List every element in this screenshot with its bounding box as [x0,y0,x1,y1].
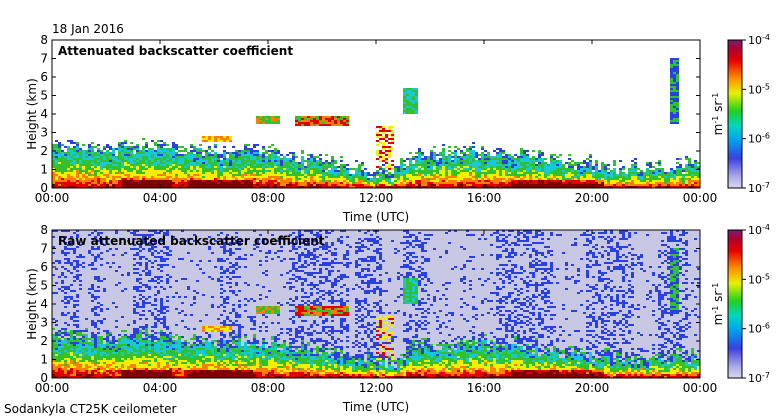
y-ticks-attenuated: 0 1 2 3 4 5 6 7 8 [40,33,700,195]
x-tick-label: 00:00 [35,191,70,205]
y-ticks-raw: 0 1 2 3 4 5 6 7 8 [40,223,700,385]
y-tick-label: 7 [40,52,48,66]
heatmap-cells-raw [52,230,700,378]
y-tick-label: 8 [40,33,48,47]
x-tick-label: 04:00 [143,191,178,205]
colorbar-tick-label: 10-5 [748,272,770,286]
panel-attenuated: 00:00 04:00 08:00 12:00 16:00 20:00 00:00 0 1 2 3… [25,33,770,224]
heatmap-raw [52,230,700,378]
colorbar-raw [727,229,743,379]
panel-raw: 00:00 04:00 08:00 12:00 16:00 20:00 00:00 0 1 2 3… [25,223,770,414]
x-tick-label: 00:00 [35,381,70,395]
y-tick-label: 3 [40,126,48,140]
heatmap-cells-attenuated [52,58,700,188]
x-ticks-attenuated: 00:00 04:00 08:00 12:00 16:00 20:00 00:00 [35,40,718,205]
colorbar-tick-label: 10-7 [748,181,770,195]
x-tick-label: 16:00 [467,381,502,395]
x-tick-label: 16:00 [467,191,502,205]
heatmap-attenuated [52,40,700,188]
colorbar-tick-label: 10-5 [748,82,770,96]
y-tick-label: 2 [40,334,48,348]
x-tick-label: 00:00 [683,191,718,205]
x-tick-label: 08:00 [251,381,286,395]
y-tick-label: 4 [40,107,48,121]
colorbar-ticks-raw: 10-4 10-5 10-6 10-7 [742,223,770,385]
panel-title-attenuated: Attenuated backscatter coefficient [58,44,293,58]
y-tick-label: 7 [40,242,48,256]
y-tick-label: 6 [40,260,48,274]
x-tick-label: 08:00 [251,191,286,205]
y-tick-label: 8 [40,223,48,237]
colorbar-ticks-attenuated: 10-4 10-5 10-6 10-7 [742,33,770,195]
y-tick-label: 4 [40,297,48,311]
colorbar-label-attenuated: m-1 sr-1 [711,93,725,136]
colorbar-tick-label: 10-4 [748,33,770,47]
x-tick-label: 12:00 [359,191,394,205]
colorbar-tick-label: 10-4 [748,223,770,237]
y-tick-label: 5 [40,279,48,293]
x-tick-label: 12:00 [359,381,394,395]
y-tick-label: 5 [40,89,48,103]
y-tick-label: 0 [40,181,48,195]
panel-title-raw: Raw attenuated backscatter coefficient [58,234,325,248]
y-axis-label-attenuated: Height (km) [25,78,39,149]
x-ticks-raw: 00:00 04:00 08:00 12:00 16:00 20:00 00:00 [35,230,718,395]
colorbar-label-raw: m-1 sr-1 [711,283,725,326]
y-tick-label: 1 [40,353,48,367]
colorbar-tick-label: 10-6 [748,132,770,146]
x-tick-label: 00:00 [683,381,718,395]
colorbar-tick-label: 10-6 [748,322,770,336]
instrument-label: Sodankyla CT25K ceilometer [4,402,177,416]
x-axis-label-raw: Time (UTC) [342,400,409,414]
y-tick-label: 6 [40,70,48,84]
y-tick-label: 0 [40,371,48,385]
x-axis-label-attenuated: Time (UTC) [342,210,409,224]
y-tick-label: 2 [40,144,48,158]
x-tick-label: 20:00 [575,381,610,395]
colorbar-tick-label: 10-7 [748,371,770,385]
y-tick-label: 3 [40,316,48,330]
y-axis-label-raw: Height (km) [25,268,39,339]
colorbar-attenuated [727,39,743,189]
x-tick-label: 20:00 [575,191,610,205]
x-tick-label: 04:00 [143,381,178,395]
date-label: 18 Jan 2016 [52,22,124,36]
y-tick-label: 1 [40,163,48,177]
